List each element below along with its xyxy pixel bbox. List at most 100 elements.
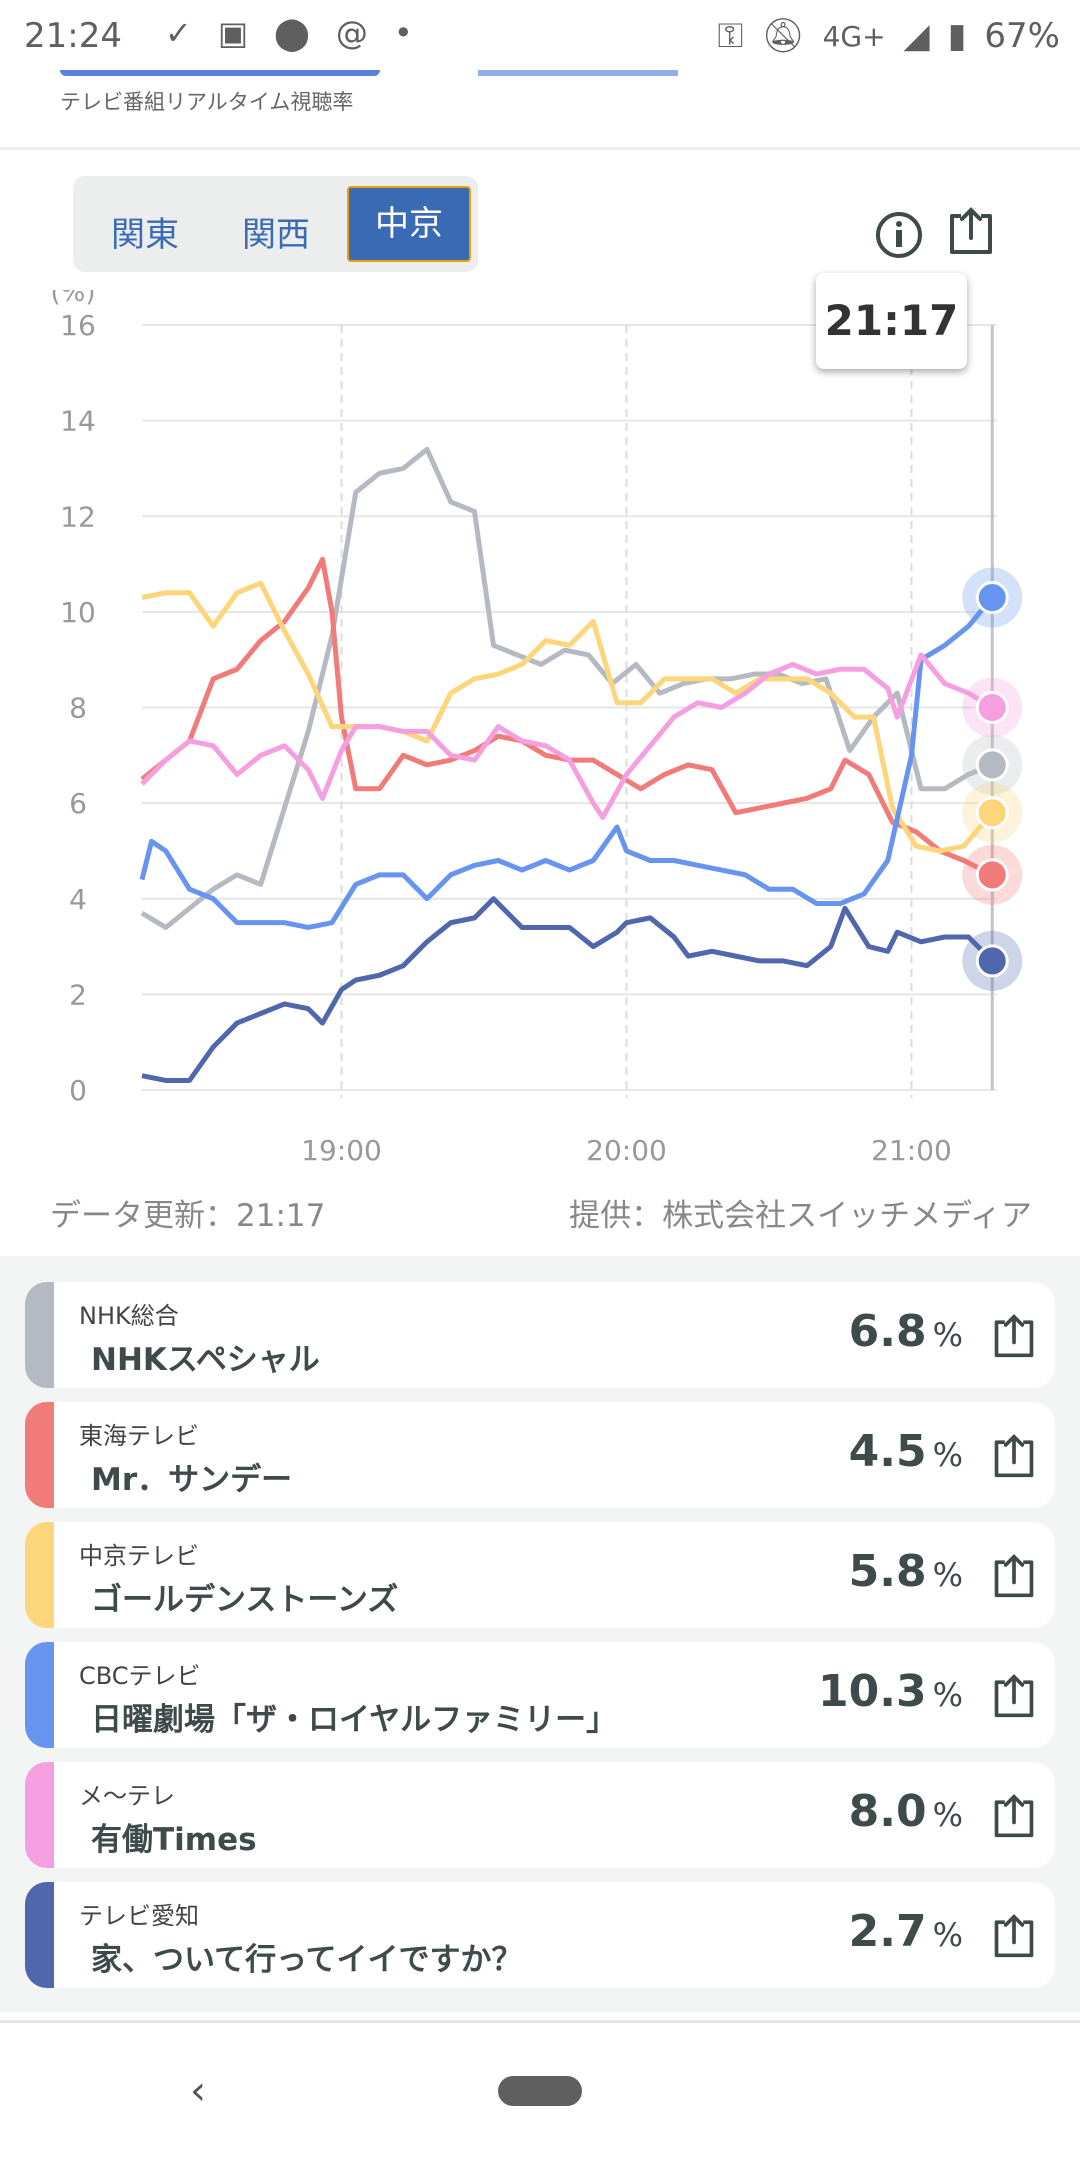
status-time: 21:24 [24,16,122,56]
series-end-dot [975,796,1009,830]
tab-chukyo[interactable]: 中京 [347,186,471,262]
rating-unit: % [932,1556,963,1594]
rating-unit: % [932,1916,963,1954]
series-line [141,580,995,854]
channel-color-bar [25,1642,54,1748]
rating-number: 5.8 [848,1546,927,1597]
program-title: 日曜劇場「ザ・ロイヤルファミリー」 [91,1702,618,1738]
program-card[interactable]: メ〜テレ 有働Times 8.0% [25,1762,1055,1868]
y-tick-label: 8 [69,692,87,725]
tab-kansai[interactable]: 関西 [242,215,310,255]
series-end-dot [975,944,1009,978]
channel-color-bar [25,1882,54,1988]
y-tick-label: 2 [69,978,87,1011]
y-axis-unit: (%) [51,290,96,308]
program-card[interactable]: 東海テレビ Mr．サンデー 4.5% [25,1402,1055,1508]
home-pill[interactable] [498,2076,582,2106]
y-tick-label: 6 [69,787,87,820]
program-card[interactable]: テレビ愛知 家、ついて行ってイイですか？ 2.7% [25,1882,1055,1988]
y-tick-label: 10 [60,596,96,629]
series-line [141,896,995,1083]
battery-percent: 67% [984,16,1060,56]
region-tabs: 関東 関西 中京 [73,176,478,272]
channel-name: テレビ愛知 [79,1902,199,1930]
channel-name: NHK総合 [79,1302,179,1330]
channel-color-bar [25,1402,54,1508]
system-icons: ⚿ 🔕︎ 4G+ ◢ ▮ 67% [718,16,1060,56]
share-icon[interactable] [991,1312,1037,1360]
channel-name: 中京テレビ [79,1542,199,1570]
program-title: 有働Times [91,1822,257,1858]
vpn-key-icon: ⚿ [717,16,744,56]
program-list: NHK総合 NHKスペシャル 6.8% 東海テレビ Mr．サンデー 4.5% 中… [0,1256,1080,2012]
rating-number: 6.8 [848,1306,927,1357]
channel-name: CBCテレビ [79,1662,201,1690]
system-nav-bar: ‹ [0,2020,1080,2160]
status-bar: 21:24 ✓ ▣ ⬤ @ • ⚿ 🔕︎ 4G+ ◢ ▮ 67% [0,0,1080,70]
rating-value: 6.8% [849,1306,963,1357]
rating-number: 10.3 [818,1666,927,1717]
app-header: テレビ番組リアルタイム視聴率 [0,70,1080,150]
dot-icon: • [393,14,413,52]
channel-color-bar [25,1522,54,1628]
data-updated-label: データ更新：21:17 [50,1198,326,1234]
program-title: ゴールデンストーンズ [91,1582,399,1618]
rating-value: 10.3% [818,1666,963,1717]
series-line [140,652,994,820]
provider-label: 提供：株式会社スイッチメディア [569,1198,1032,1234]
y-tick-label: 4 [69,883,87,916]
y-tick-label: 16 [60,309,96,342]
rating-unit: % [932,1316,963,1354]
channel-color-bar [25,1282,54,1388]
tab-kanto[interactable]: 関東 [111,215,179,255]
share-icon[interactable] [946,206,996,256]
bell-off-icon: 🔕︎ [761,16,805,56]
rating-number: 4.5 [848,1426,927,1477]
program-title: NHKスペシャル [91,1342,320,1378]
y-tick-label: 14 [60,405,96,438]
rating-number: 2.7 [848,1906,927,1957]
header-subtitle: テレビ番組リアルタイム視聴率 [60,90,354,114]
channel-name: メ〜テレ [79,1782,175,1810]
image-icon: ▣ [217,14,249,52]
series-end-dot [975,691,1009,724]
channel-name: 東海テレビ [79,1422,199,1450]
program-card[interactable]: NHK総合 NHKスペシャル 6.8% [25,1282,1055,1388]
battery-icon: ▮ [947,16,967,56]
series-line [140,556,994,878]
series-end-dot [975,581,1009,615]
share-icon[interactable] [991,1432,1037,1480]
rating-value: 4.5% [849,1426,963,1477]
rating-value: 2.7% [849,1906,963,1957]
series-line [140,446,994,930]
rating-unit: % [932,1676,963,1714]
rating-value: 5.8% [849,1546,963,1597]
notification-icons: ✓ ▣ ⬤ @ • [165,14,413,52]
series-end-dot [975,858,1009,892]
back-chevron-icon[interactable]: ‹ [190,2068,206,2114]
program-card[interactable]: CBCテレビ 日曜劇場「ザ・ロイヤルファミリー」 10.3% [25,1642,1055,1748]
series-line [139,595,995,930]
share-icon[interactable] [991,1792,1037,1840]
brand-text [478,70,678,76]
ratings-line-chart[interactable]: (%) 0 2 4 6 8 10 12 14 16 19:00 20:00 21:00 [0,290,1080,1180]
share-icon[interactable] [991,1912,1037,1960]
download-done-icon: ✓ [165,14,192,52]
x-tick-label: 20:00 [586,1134,667,1167]
y-tick-label: 0 [69,1074,87,1107]
y-tick-label: 12 [60,500,96,533]
x-tick-label: 21:00 [871,1134,952,1167]
threads-icon: @ [335,14,368,52]
share-icon[interactable] [991,1672,1037,1720]
logo [60,70,380,76]
share-icon[interactable] [991,1552,1037,1600]
program-title: 家、ついて行ってイイですか？ [91,1942,523,1978]
x-tick-label: 19:00 [301,1134,382,1167]
rating-unit: % [932,1436,963,1474]
network-type: 4G+ [822,19,886,53]
program-card[interactable]: 中京テレビ ゴールデンストーンズ 5.8% [25,1522,1055,1628]
location-icon: ⬤ [274,14,310,52]
chart-tooltip-time: 21:17 [816,273,967,369]
series-end-dot [975,748,1009,782]
info-icon[interactable] [874,210,924,260]
